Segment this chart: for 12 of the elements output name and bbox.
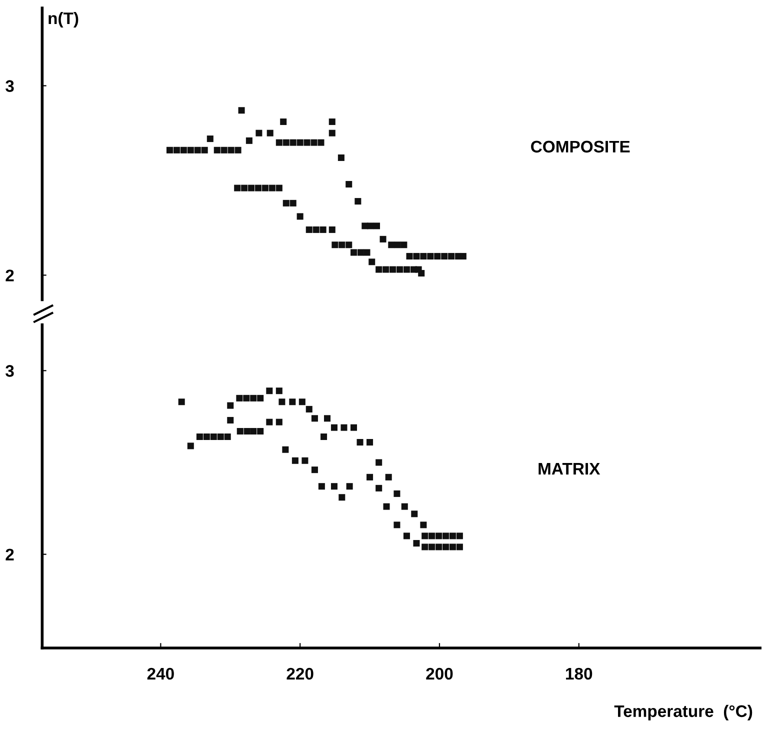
y-tick-label: 2	[6, 548, 14, 560]
x-tick-label: 220	[286, 668, 314, 680]
y-tick-label: 3	[6, 80, 14, 92]
y-tick-label: 3	[6, 365, 14, 377]
y-axis-title: n(T)	[48, 12, 78, 28]
annotation: COMPOSITE	[531, 140, 630, 153]
x-axis-title: Temperature (°C)	[614, 704, 752, 720]
y-tick-label: 2	[6, 270, 14, 282]
x-tick-label: 240	[147, 668, 174, 680]
annotation: MATRIX	[538, 463, 600, 474]
x-tick-label: 200	[426, 668, 453, 680]
x-tick-label: 180	[566, 668, 592, 680]
